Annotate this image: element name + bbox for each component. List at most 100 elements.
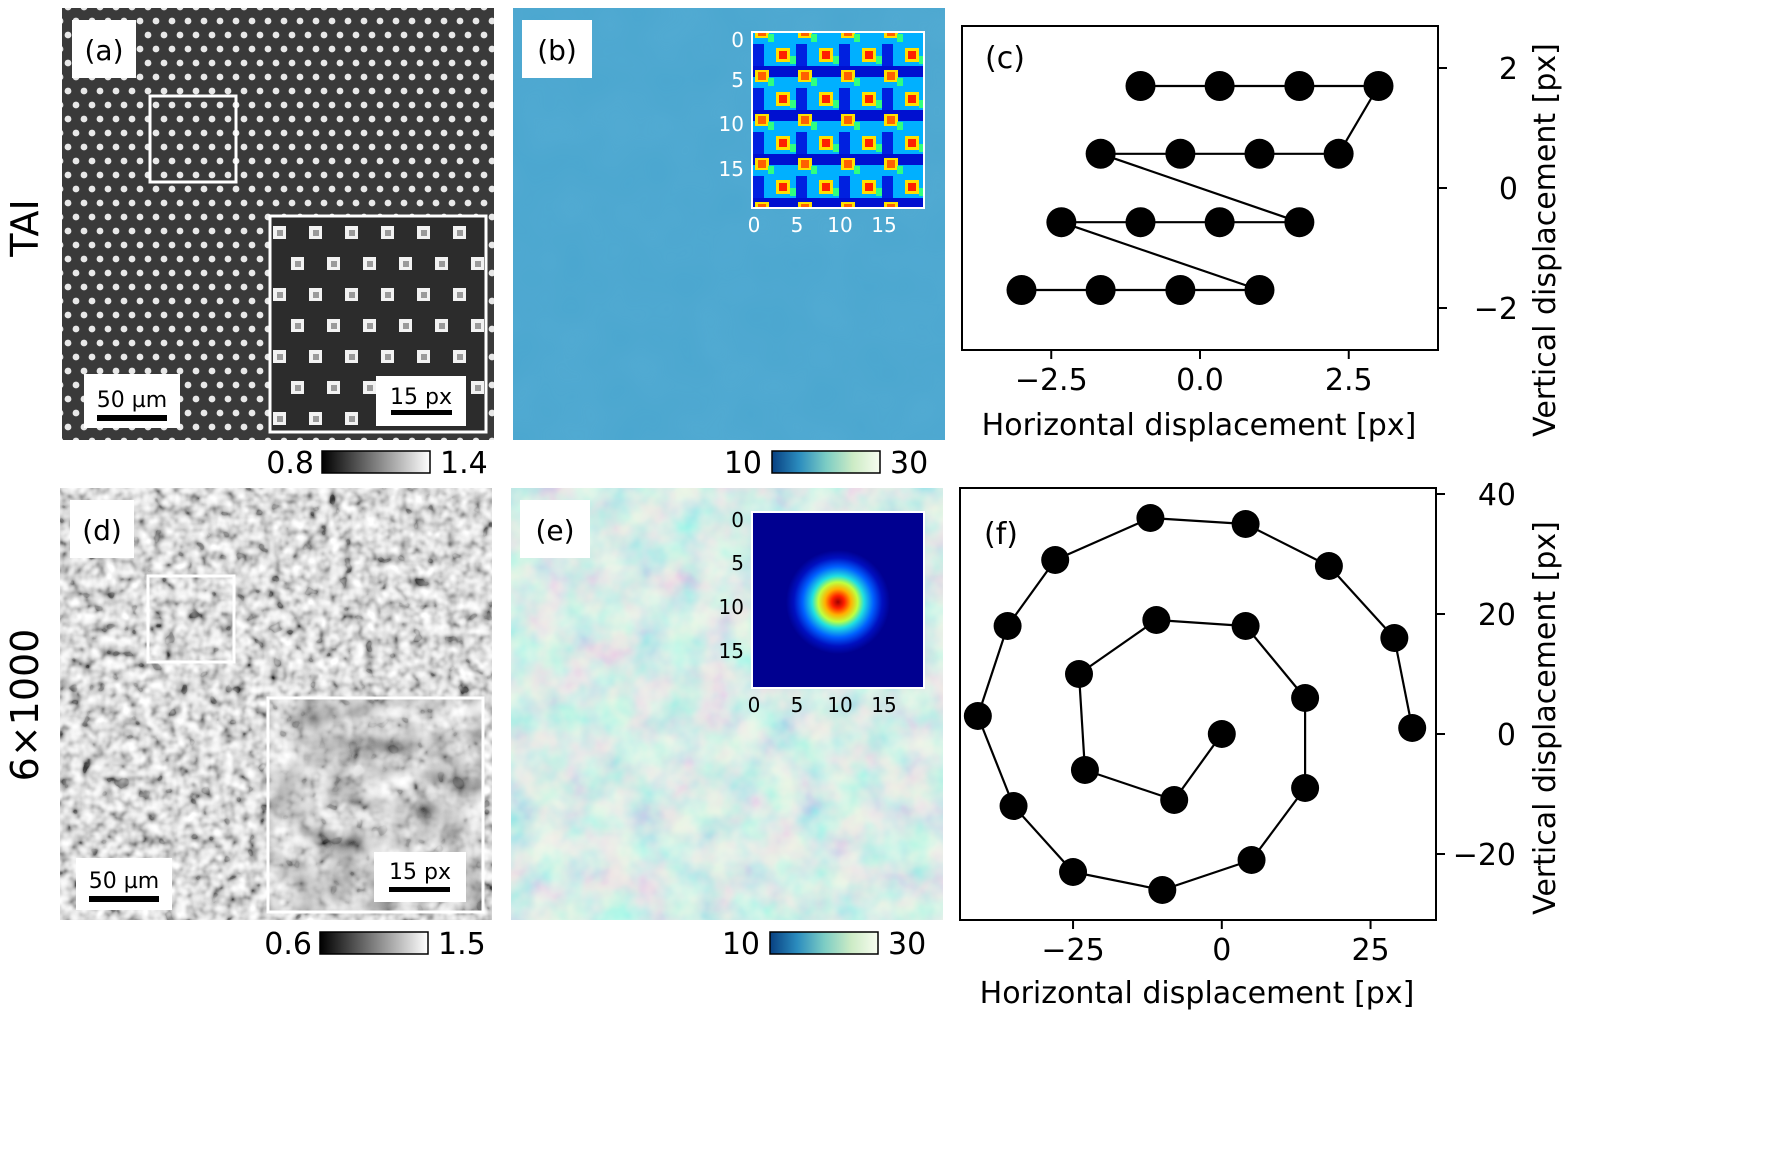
colorbar-d <box>319 931 429 955</box>
c-point <box>1363 71 1394 101</box>
f-point <box>993 612 1022 640</box>
c-point <box>1006 275 1037 305</box>
panel-a-scalebar <box>97 415 167 421</box>
panel-f-ylabel: Vertical displacement [px] <box>1528 521 1563 915</box>
panel-d-scalebar <box>89 896 159 902</box>
c-point <box>1244 138 1275 169</box>
f-segment <box>1150 516 1246 526</box>
colorbar-b-min: 10 <box>724 446 762 481</box>
panel-a: (a) 50 µm 15 px 0.8 1.4 <box>62 8 494 481</box>
f-point <box>1380 624 1409 652</box>
row-label-tai: TAI <box>3 199 47 257</box>
panel-b-inset-ytick-0: 0 <box>731 28 744 52</box>
c-point <box>1244 275 1275 305</box>
c-point <box>1165 275 1196 305</box>
panel-a-inset-scalebar-box <box>376 376 466 426</box>
colorbar-e <box>769 931 879 955</box>
f-point <box>999 792 1028 820</box>
panel-e-inset-ytick-5: 5 <box>731 551 744 575</box>
f-point <box>1291 684 1320 712</box>
panel-d-inset-scalebar-label: 15 px <box>389 860 451 885</box>
panel-c-yticks: −2 0 2 <box>1438 52 1518 327</box>
f-ytick-label: 40 <box>1478 478 1516 513</box>
f-point <box>1231 612 1260 640</box>
panel-b-label-box <box>522 20 592 78</box>
panel-d-scalebar-label: 50 µm <box>89 869 159 894</box>
c-point <box>1323 138 1354 169</box>
f-point <box>1231 510 1260 538</box>
panel-f-points <box>963 504 1427 904</box>
c-point <box>1085 275 1116 305</box>
f-segment <box>1393 637 1414 729</box>
panel-b-inset-ytick-10: 10 <box>719 112 744 136</box>
panel-f-xlabel: Horizontal displacement [px] <box>980 976 1415 1011</box>
f-segment <box>1250 787 1306 861</box>
f-xtick-label: −25 <box>1041 933 1104 968</box>
panel-c-ylabel: Vertical displacement [px] <box>1528 43 1563 437</box>
panel-e-inset-ytick-0: 0 <box>731 508 744 532</box>
f-segment <box>1161 858 1252 892</box>
panel-d-label: (d) <box>82 514 122 547</box>
panel-b-inset-xtick-5: 5 <box>791 213 804 237</box>
c-segment <box>1061 221 1260 292</box>
row-label-6x1000: 6×1000 <box>3 629 47 782</box>
colorbar-e-min: 10 <box>722 927 760 962</box>
panel-d-inset-scalebar <box>389 887 450 892</box>
f-xtick-label: 25 <box>1351 933 1389 968</box>
c-point <box>1204 71 1235 101</box>
panel-f-xticks: −25 0 25 <box>1041 920 1390 968</box>
f-segment <box>976 715 1015 807</box>
panel-c-label: (c) <box>985 41 1025 76</box>
panel-b-label: (b) <box>537 34 577 67</box>
panel-f: (f) −25 0 25 −20 0 20 40 Horizontal displacem… <box>959 478 1563 1011</box>
panel-c-points <box>1006 71 1394 305</box>
f-xtick-label: 0 <box>1212 933 1231 968</box>
c-xtick-label: 2.5 <box>1325 363 1373 398</box>
f-segment <box>1244 625 1306 699</box>
panel-d-inset-border <box>266 696 485 914</box>
f-point <box>1207 720 1236 748</box>
f-point <box>1398 714 1427 742</box>
panel-b-inset-xtick-0: 0 <box>748 213 761 237</box>
panel-b-inset-xtick-15: 15 <box>871 213 896 237</box>
panel-e-inset-ytick-10: 10 <box>719 595 744 619</box>
f-segment <box>1077 673 1087 771</box>
colorbar-b <box>771 450 881 474</box>
c-point <box>1204 207 1235 238</box>
f-point <box>1148 876 1177 904</box>
panel-e-inset-yticks: 0 5 10 15 <box>719 508 744 663</box>
c-ytick-label: 2 <box>1499 52 1518 87</box>
panel-b-inset-ytick-5: 5 <box>731 68 744 92</box>
f-point <box>1041 546 1070 574</box>
panel-e-inset-xtick-15: 15 <box>871 693 896 717</box>
panel-a-scalebar-label: 50 µm <box>97 388 167 413</box>
panel-f-axes <box>959 487 1437 921</box>
panel-a-label: (a) <box>84 34 123 67</box>
f-segment <box>1156 618 1246 628</box>
c-xtick-label: 0.0 <box>1176 363 1224 398</box>
panel-e-inset-psf <box>786 550 890 654</box>
panel-c-xticks: −2.5 0.0 2.5 <box>1015 350 1373 398</box>
f-point <box>1059 858 1088 886</box>
f-segment <box>1012 805 1074 873</box>
panel-d: (d) 50 µm 15 px 0.6 1.5 <box>60 488 492 962</box>
c-ytick-label: −2 <box>1474 292 1518 327</box>
f-point <box>1065 660 1093 688</box>
panel-e-label-box <box>520 500 590 558</box>
panel-b-inset-xticks: 0 5 10 15 <box>748 213 897 237</box>
panel-b-inset <box>751 31 925 209</box>
f-segment <box>1054 516 1151 562</box>
colorbar-b-max: 30 <box>890 446 928 481</box>
colorbar-d-max: 1.5 <box>438 927 486 962</box>
panel-e-inset-xtick-10: 10 <box>827 693 852 717</box>
f-segment <box>1072 870 1163 892</box>
panel-a-roi-box <box>148 94 238 184</box>
f-point <box>1136 504 1165 532</box>
f-segment <box>976 625 1009 717</box>
f-point <box>1291 774 1320 802</box>
panel-e: (e) 0 5 10 15 0 5 10 15 10 30 <box>511 488 943 962</box>
panel-c-xlabel: Horizontal displacement [px] <box>982 408 1417 443</box>
panel-e-label: (e) <box>535 514 574 547</box>
colorbar-e-max: 30 <box>888 927 926 962</box>
